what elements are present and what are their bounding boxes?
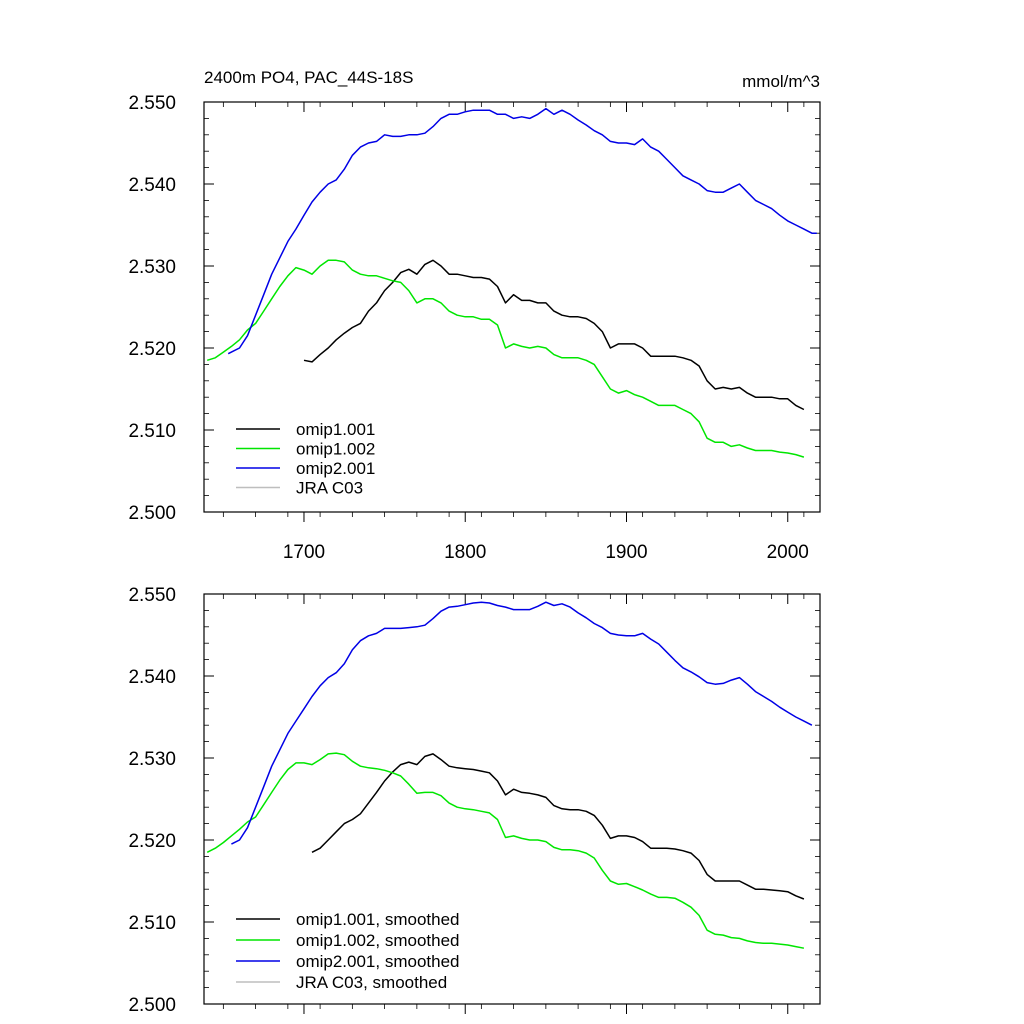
y-tick-label: 2.510 — [128, 421, 176, 442]
series-line-omip1-001 — [303, 259, 805, 411]
plot-area: 2.500 2.510 2.520 2.530 2.540 2.550 — [128, 585, 821, 1016]
x-tick-label: 1700 — [283, 542, 325, 563]
y-tick-label: 2.530 — [128, 749, 176, 770]
bottom-chart-panel: 2.500 2.510 2.520 2.530 2.540 2.550 omip1.001… — [128, 585, 821, 1016]
legend-label: omip2.001 — [296, 459, 375, 478]
y-tick-label: 2.540 — [128, 667, 176, 688]
legend-label: omip1.001, smoothed — [296, 910, 460, 929]
legend-label: omip1.002 — [296, 440, 375, 459]
series-line-omip1-002-smoothed — [206, 752, 805, 949]
y-tick-label: 2.500 — [128, 503, 176, 524]
plot-frame — [203, 101, 821, 513]
series-line-omip1-001-smoothed — [311, 753, 805, 900]
legend-label: omip1.002, smoothed — [296, 931, 460, 950]
y-tick-label: 2.550 — [128, 93, 176, 114]
legend-label: JRA C03, smoothed — [296, 973, 447, 992]
series-line-omip2-001-smoothed — [231, 601, 813, 845]
y-tick-label: 2.510 — [128, 913, 176, 934]
plot-area: 2.500 2.510 2.520 2.530 2.540 2.550 1700 1800 19… — [128, 93, 821, 563]
y-tick-label: 2.540 — [128, 175, 176, 196]
plot-frame — [203, 593, 821, 1005]
chart-units: mmol/m^3 — [742, 72, 820, 91]
legend-label: JRA C03 — [296, 479, 363, 498]
top-chart-panel: 2400m PO4, PAC_44S-18S mmol/m^3 2.5002.5… — [128, 68, 821, 563]
y-tick-label: 2.500 — [128, 995, 176, 1016]
legend-label: omip2.001, smoothed — [296, 952, 460, 971]
series-line-omip1-002 — [206, 259, 805, 458]
legend: omip1.001, smoothed omip1.002, smoothed om… — [236, 910, 460, 992]
x-tick-label: 2000 — [767, 542, 809, 563]
legend-label: omip1.001 — [296, 420, 375, 439]
y-tick-label: 2.520 — [128, 831, 176, 852]
y-tick-label: 2.520 — [128, 339, 176, 360]
y-tick-label: 2.550 — [128, 585, 176, 606]
series-line-omip2-001 — [227, 107, 817, 355]
x-tick-label: 1800 — [444, 542, 486, 563]
chart-title: 2400m PO4, PAC_44S-18S — [204, 68, 413, 87]
x-tick-label: 1900 — [605, 542, 647, 563]
y-tick-label: 2.530 — [128, 257, 176, 278]
